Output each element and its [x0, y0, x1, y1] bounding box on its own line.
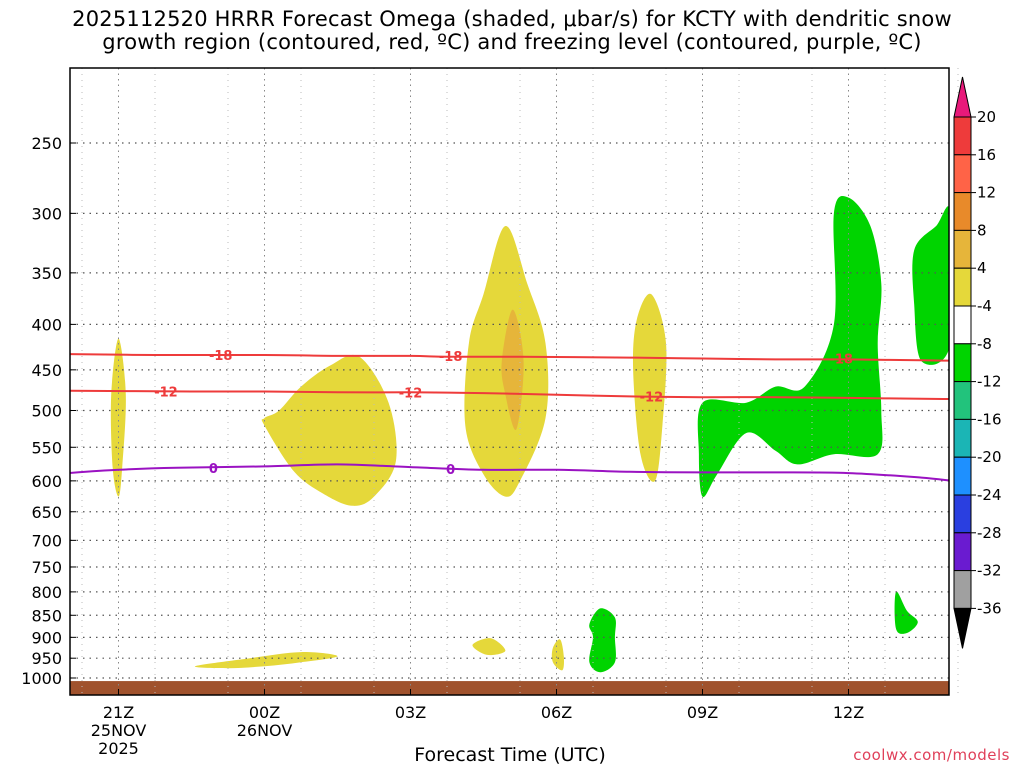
omega-region-2 [261, 354, 397, 506]
colorbar-swatch [953, 532, 972, 572]
y-tick-label-750: 750 [31, 558, 62, 577]
colorbar-label: -20 [977, 448, 1002, 466]
y-tick-label-950: 950 [31, 649, 62, 668]
colorbar-label: -24 [977, 486, 1002, 504]
colorbar-label: -8 [977, 335, 992, 353]
x-tick-label-21Z: 21Z [103, 703, 134, 722]
grid-lines [70, 68, 959, 695]
omega-region-12 [894, 591, 918, 634]
y-tick-label-700: 700 [31, 531, 62, 550]
chart-title-line-1: 2025112520 HRRR Forecast Omega (shaded, … [72, 7, 952, 31]
credit-link[interactable]: coolwx.com/models [853, 746, 1010, 764]
colorbar-label: -36 [977, 599, 1002, 617]
y-tick-label-1000: 1000 [21, 669, 62, 688]
colorbar-top-arrow [953, 76, 972, 118]
colorbar-label: -4 [977, 297, 992, 315]
contour--18C [70, 353, 949, 362]
colorbar-swatch [953, 229, 972, 269]
colorbar-swatch [953, 343, 972, 383]
x-tick-label-06Z: 06Z [541, 703, 572, 722]
y-tick-label-400: 400 [31, 315, 62, 334]
contour-label--18C: -18 [209, 349, 233, 364]
y-tick-label-800: 800 [31, 583, 62, 602]
colorbar-swatch [953, 192, 972, 231]
axes: 250 300 350 400 450 500 550 600 650 700 750 800 850 9… [21, 67, 950, 758]
contour-label--12C: -12 [399, 386, 423, 401]
contour-label-0C: 0 [209, 462, 218, 477]
omega-region-1 [110, 338, 126, 497]
contour--12C [70, 389, 949, 401]
y-tick-label-450: 450 [31, 361, 62, 380]
colorbar-swatch [953, 381, 972, 420]
omega-region-10 [912, 206, 949, 365]
colorbar-bottom-arrow [953, 607, 972, 649]
colorbar-label: 20 [977, 108, 996, 126]
colorbar-swatch [953, 267, 972, 307]
colorbar-swatch [953, 305, 972, 345]
colorbar: 20 16 12 8 4 -4 -8 -12 -16 -20 -24 -28 -32 -36 [953, 76, 1002, 649]
x-tick-sublabel: 25NOV [91, 721, 147, 740]
x-tick-sublabel: 26NOV [237, 721, 293, 740]
contour-label--12C: -12 [640, 390, 664, 405]
colorbar-label: 12 [977, 184, 996, 202]
plot-frame [69, 67, 950, 696]
contour-label--18C: -18 [439, 350, 463, 365]
x-tick-label-12Z: 12Z [833, 703, 864, 722]
contour-label--12C: -12 [154, 386, 178, 401]
y-tick-label-550: 550 [31, 438, 62, 457]
omega-region-11 [589, 608, 616, 673]
colorbar-label: 8 [977, 221, 987, 239]
colorbar-swatch [953, 456, 972, 496]
omega-region-7 [472, 638, 506, 656]
colorbar-label: -32 [977, 562, 1002, 580]
colorbar-label: 16 [977, 146, 996, 164]
colorbar-swatch [953, 116, 972, 156]
omega-region-5 [632, 293, 667, 482]
y-tick-label-350: 350 [31, 264, 62, 283]
x-tick-sublabel: 2025 [98, 739, 139, 758]
x-tick-label-09Z: 09Z [687, 703, 718, 722]
colorbar-swatch [953, 418, 972, 458]
colorbar-swatch [953, 154, 972, 194]
omega-region-9 [697, 196, 883, 498]
contour-label--18C: -18 [829, 353, 853, 368]
x-tick-label-03Z: 03Z [395, 703, 426, 722]
y-tick-label-250: 250 [31, 134, 62, 153]
y-tick-label-600: 600 [31, 472, 62, 491]
contour-layer: -18 -18 -18 -12 -12 -12 0 0 [70, 349, 949, 482]
colorbar-swatch-last [953, 570, 972, 609]
x-axis-label: Forecast Time (UTC) [414, 744, 606, 766]
colorbar-label: 4 [977, 259, 987, 277]
chart-title: 2025112520 HRRR Forecast Omega (shaded, … [0, 8, 1024, 54]
contour-label-0C: 0 [446, 463, 455, 478]
shaded-omega-layer [70, 196, 949, 695]
contour-0C [70, 463, 949, 482]
chart-title-line-2: growth region (contoured, red, ºC) and f… [102, 30, 922, 54]
y-tick-label-300: 300 [31, 204, 62, 223]
colorbar-swatch [953, 494, 972, 534]
y-tick-label-500: 500 [31, 402, 62, 421]
y-tick-label-900: 900 [31, 628, 62, 647]
y-tick-label-650: 650 [31, 503, 62, 522]
colorbar-label: -12 [977, 373, 1002, 391]
y-tick-label-850: 850 [31, 606, 62, 625]
omega-region-6 [194, 652, 338, 669]
x-tick-label-00Z: 00Z [249, 703, 280, 722]
ground-band [70, 681, 949, 695]
omega-region-8 [551, 639, 565, 671]
colorbar-label: -28 [977, 524, 1002, 542]
colorbar-label: -16 [977, 410, 1002, 428]
